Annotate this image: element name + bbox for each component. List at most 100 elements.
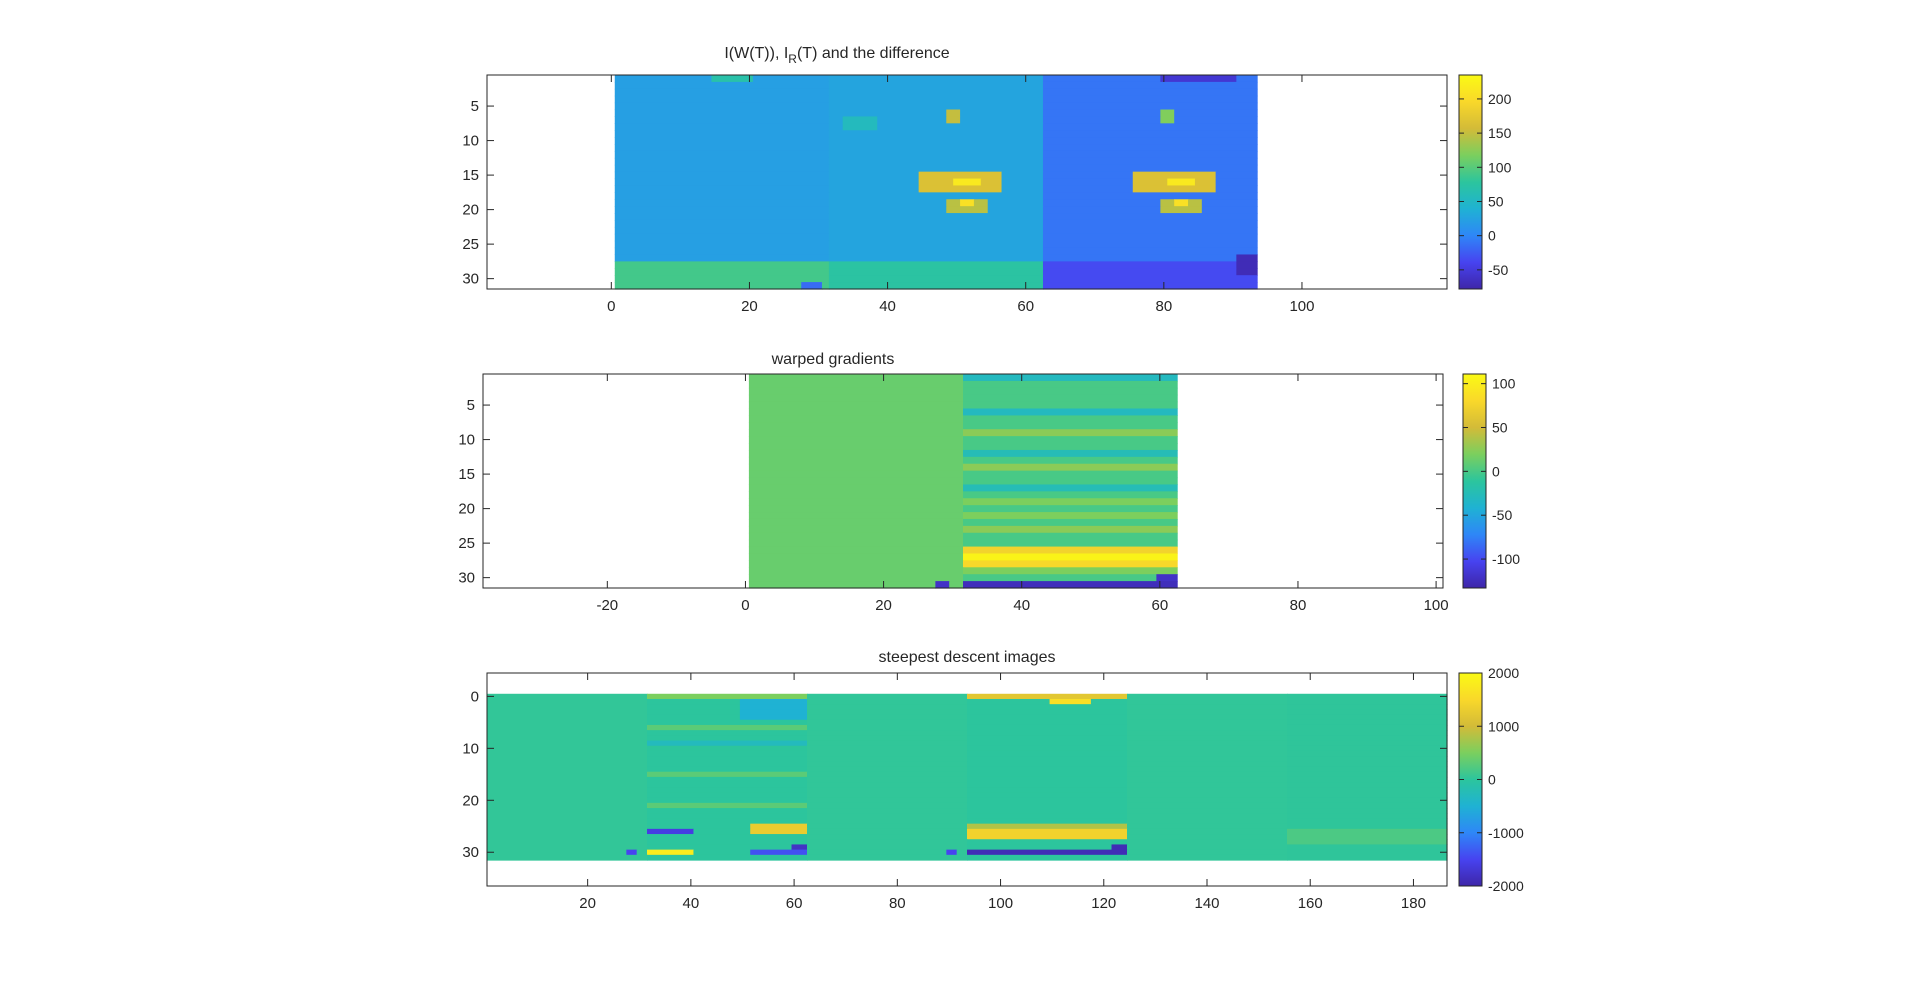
- heatmap-cell: [1042, 226, 1258, 235]
- heatmap-cell: [647, 854, 808, 861]
- heatmap-cell: [647, 719, 808, 726]
- heatmap-cell: [963, 463, 1178, 472]
- colorbar-frame: [1462, 373, 1487, 589]
- heatmap-cell: [1042, 185, 1134, 193]
- heatmap-cell: [967, 766, 1128, 773]
- heatmap-cell: [748, 394, 964, 403]
- colorbar-tick-label: -100: [1492, 551, 1520, 567]
- heatmap-cell: [828, 157, 1044, 166]
- heatmap-cell: [487, 724, 648, 731]
- heatmap-cell: [967, 693, 1128, 700]
- heatmap-cell: [1127, 802, 1288, 809]
- heatmap-cell: [1287, 808, 1448, 814]
- heatmap-cell: [1127, 693, 1288, 700]
- heatmap-cell: [748, 415, 964, 423]
- x-tick-label: 20: [579, 895, 596, 912]
- heatmap-cell: [1132, 185, 1217, 193]
- heatmap-cell: [1042, 247, 1258, 256]
- x-tick-label: 0: [741, 597, 749, 614]
- heatmap-cell: [967, 813, 1128, 820]
- heatmap-cell: [1042, 171, 1134, 180]
- heatmap-cell: [1215, 171, 1258, 180]
- chart-title-warped-gradients: warped gradients: [771, 351, 895, 368]
- heatmap-cell: [967, 776, 1128, 783]
- heatmap-cell: [807, 693, 968, 700]
- y-tick-label: 30: [458, 570, 475, 587]
- heatmap-cell: [614, 157, 830, 166]
- heatmap-cell: [739, 709, 808, 716]
- heatmap-cell: [693, 849, 751, 856]
- heatmap-cell: [1194, 178, 1217, 187]
- heatmap-cell: [963, 380, 1178, 389]
- heatmap-cell: [828, 130, 1044, 138]
- panel-difference: I(W(T)), IR(T) and the difference 0 20 40 6…: [462, 45, 1511, 315]
- heatmap-cell: [748, 443, 964, 451]
- heatmap-cell: [1042, 275, 1258, 283]
- heatmap-cell: [1042, 282, 1258, 290]
- heatmap-cell: [1042, 254, 1237, 262]
- x-tick-label: 20: [741, 298, 758, 315]
- colorbar-difference: -50 0 50 100 150 200: [1458, 74, 1512, 290]
- heatmap-cell: [487, 813, 648, 820]
- heatmap-cell: [647, 787, 808, 794]
- heatmap-cell: [828, 192, 1044, 200]
- colorbar-tick-label: 1000: [1488, 718, 1519, 734]
- heatmap-cell: [1042, 88, 1258, 97]
- heatmap-cell: [1042, 102, 1258, 111]
- heatmap-cell: [1287, 730, 1448, 736]
- heatmap-cell: [963, 525, 1178, 534]
- heatmap-cell: [807, 756, 968, 762]
- heatmap-cell: [1287, 834, 1448, 840]
- heatmap-cell: [828, 206, 947, 214]
- heatmap-cell: [647, 797, 808, 804]
- x-axis-steepest-descent: 20 40 60 80 100 120 140 160 180: [579, 673, 1426, 912]
- heatmap-cell: [748, 380, 964, 389]
- x-tick-label: 60: [1151, 597, 1168, 614]
- heatmap-cell: [807, 802, 968, 809]
- heatmap-cell: [807, 813, 968, 820]
- heatmap-cell: [1042, 123, 1258, 131]
- heatmap-cell: [1127, 750, 1288, 757]
- heatmap-cell: [1156, 574, 1178, 582]
- heatmap-cell: [1287, 849, 1448, 856]
- heatmap-cell: [1127, 704, 1288, 710]
- heatmap-cell: [614, 226, 830, 235]
- heatmap-cell: [807, 698, 968, 705]
- x-tick-label: 80: [1290, 597, 1307, 614]
- heatmap-cell: [647, 730, 808, 736]
- heatmap-cell: [1287, 740, 1448, 747]
- heatmap-cell: [967, 724, 1128, 731]
- heatmap-cell: [967, 839, 1128, 846]
- heatmap-cell: [647, 714, 741, 721]
- heatmap-cell: [1049, 698, 1092, 705]
- heatmap-cell: [973, 199, 989, 207]
- heatmap-cell: [963, 374, 1178, 382]
- heatmap-cell: [828, 116, 844, 124]
- heatmap-cell: [748, 553, 964, 561]
- heatmap-cell: [963, 415, 1178, 423]
- heatmap-cell: [807, 787, 968, 794]
- heatmap-cell: [1090, 698, 1128, 705]
- heatmap-cell: [1287, 802, 1448, 809]
- heatmap-cell: [1127, 839, 1288, 846]
- heatmap-cell: [614, 185, 830, 193]
- heatmap-cell: [967, 792, 1128, 799]
- heatmap-cell: [748, 456, 964, 465]
- heatmap-cell: [935, 581, 950, 589]
- heatmap-cell: [1236, 75, 1258, 83]
- heatmap-cell: [963, 553, 1178, 561]
- heatmap-cell: [946, 206, 989, 214]
- heatmap-cell: [963, 422, 1178, 430]
- x-tick-label: 40: [879, 298, 896, 315]
- heatmap-cell: [487, 792, 648, 799]
- heatmap-cell: [487, 854, 648, 861]
- heatmap-cell: [828, 109, 947, 118]
- heatmap-cell: [487, 849, 627, 856]
- heatmap-cell: [487, 761, 648, 768]
- heatmap-cell: [1127, 792, 1288, 799]
- colorbar-tick-label: -2000: [1488, 878, 1524, 894]
- heatmap-cell: [828, 268, 1044, 276]
- heatmap-cell: [1287, 714, 1448, 721]
- y-tick-label: 10: [462, 133, 479, 150]
- heatmap-cell: [487, 709, 648, 716]
